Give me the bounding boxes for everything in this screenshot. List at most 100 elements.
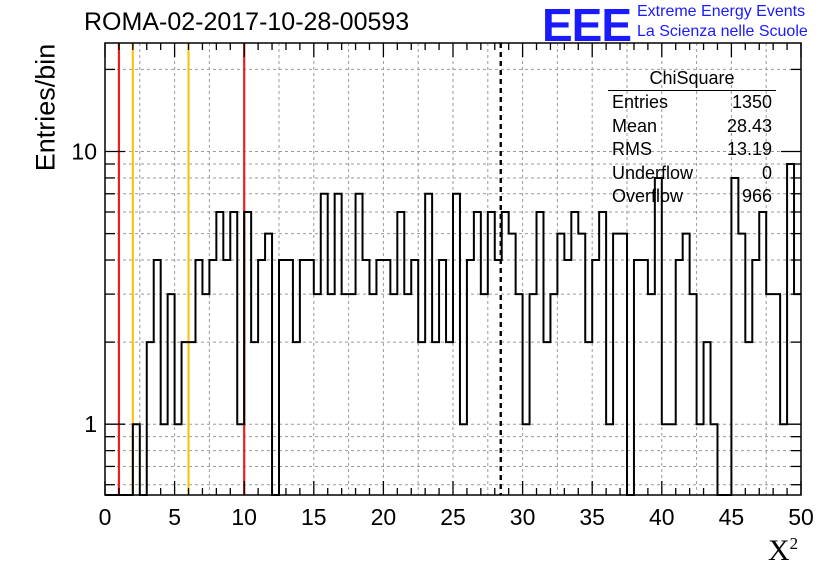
histogram-bin xyxy=(766,294,773,495)
run-title: ROMA-02-2017-10-28-00593 xyxy=(84,8,410,36)
histogram-bin xyxy=(599,212,606,495)
eee-logo: EEE xyxy=(542,0,632,51)
histogram-bin xyxy=(321,194,328,495)
histogram-outline xyxy=(105,162,801,496)
stats-row-value: 0 xyxy=(761,162,772,183)
histogram-bin xyxy=(335,194,342,495)
histogram-bin xyxy=(683,234,690,495)
histogram-bin xyxy=(585,342,592,495)
histogram-bin xyxy=(202,294,209,495)
histogram-bin xyxy=(154,260,161,495)
x-tick-label: 0 xyxy=(99,504,112,530)
stats-row-label: Entries xyxy=(612,92,669,112)
histogram-bin xyxy=(530,294,537,495)
histogram-bin xyxy=(794,294,801,495)
stats-row: Overflow 966 xyxy=(612,185,772,209)
x-tick-label: 15 xyxy=(301,504,327,530)
histogram-bin xyxy=(634,260,641,495)
histogram-bin xyxy=(550,294,557,495)
histogram-bin xyxy=(168,294,175,495)
histogram-bin xyxy=(704,342,711,495)
histogram-bin xyxy=(195,260,202,495)
x-axis-label-symbol: X xyxy=(768,534,790,567)
histogram-bin xyxy=(711,424,718,495)
histogram-bin xyxy=(216,212,223,495)
histogram-bin xyxy=(383,260,390,495)
histogram-bin xyxy=(557,234,564,495)
histogram-bin xyxy=(745,342,752,495)
x-tick-label: 30 xyxy=(510,504,536,530)
stats-row-label: RMS xyxy=(612,139,652,159)
y-tick-label: 10 xyxy=(71,139,97,165)
histogram-bin xyxy=(147,342,154,495)
histogram-bin xyxy=(537,212,544,495)
histogram-bin xyxy=(481,294,488,495)
histogram-bin xyxy=(314,294,321,495)
histogram-bin xyxy=(300,260,307,495)
histogram-bin xyxy=(523,424,530,495)
histogram-bin xyxy=(669,424,676,495)
histogram-bin xyxy=(690,294,697,495)
histogram-bin xyxy=(307,260,314,495)
histogram-bin xyxy=(648,294,655,495)
logo-caption-line2: La Scienza nelle Scuole xyxy=(637,23,808,40)
histogram-bin xyxy=(592,260,599,495)
stats-row: RMS 13.19 xyxy=(612,138,772,162)
histogram-bin xyxy=(620,234,627,495)
x-tick-label: 35 xyxy=(579,504,605,530)
histogram-bin xyxy=(356,194,363,495)
histogram-bin xyxy=(467,260,474,495)
histogram-bin xyxy=(516,294,523,495)
histogram-bin xyxy=(286,260,293,495)
stats-row-label: Mean xyxy=(612,115,658,136)
histogram-bin xyxy=(509,234,516,495)
histogram-bin xyxy=(363,260,370,495)
histogram-bin xyxy=(293,342,300,495)
histogram-bin xyxy=(662,424,669,495)
stats-row-value: 28.43 xyxy=(726,115,772,136)
stats-row-label: Overflow xyxy=(612,186,684,206)
histogram-bin xyxy=(578,234,585,495)
histogram-bin xyxy=(439,260,446,495)
histogram-bin xyxy=(390,294,397,495)
histogram-bin xyxy=(328,294,335,495)
histogram-bin xyxy=(265,234,272,495)
histogram-bin xyxy=(655,178,662,495)
histogram-bin xyxy=(571,212,578,495)
histogram-bin xyxy=(613,234,620,495)
histogram-bin xyxy=(446,342,453,495)
histogram-bin xyxy=(773,294,780,495)
histogram-bin xyxy=(251,342,258,495)
stats-row-value: 1350 xyxy=(731,92,772,112)
y-tick-label: 1 xyxy=(84,411,97,437)
histogram-bin xyxy=(502,212,509,495)
x-tick-label: 5 xyxy=(168,504,181,530)
histogram-bin xyxy=(237,424,244,495)
stats-box-title: ChiSquare xyxy=(608,66,776,91)
histogram-bin xyxy=(697,424,704,495)
x-tick-label: 40 xyxy=(649,504,675,530)
histogram-bin xyxy=(189,342,196,495)
histogram-bin xyxy=(230,212,237,495)
histogram-bin xyxy=(432,342,439,495)
histogram-bin xyxy=(676,260,683,495)
x-tick-label: 50 xyxy=(788,504,814,530)
histogram-bin xyxy=(606,424,613,495)
stats-row: Mean 28.43 xyxy=(612,115,772,139)
logo-caption: Extreme Energy Events La Scienza nelle S… xyxy=(637,2,808,42)
histogram-bin xyxy=(349,294,356,495)
histogram-bin xyxy=(495,260,502,495)
y-axis-label: Entries/bin xyxy=(30,43,61,172)
histogram-bin xyxy=(474,212,481,495)
histogram-bin xyxy=(376,260,383,495)
stats-row-label: Underflow xyxy=(612,162,694,183)
stats-row: Entries 1350 xyxy=(612,91,772,115)
histogram-bin xyxy=(453,194,460,495)
stats-row-value: 966 xyxy=(741,186,772,206)
histogram-bin xyxy=(161,424,168,495)
histogram-bin xyxy=(564,260,571,495)
histogram-bin xyxy=(759,212,766,495)
histogram-bin xyxy=(209,260,216,495)
histogram-bin xyxy=(425,194,432,495)
